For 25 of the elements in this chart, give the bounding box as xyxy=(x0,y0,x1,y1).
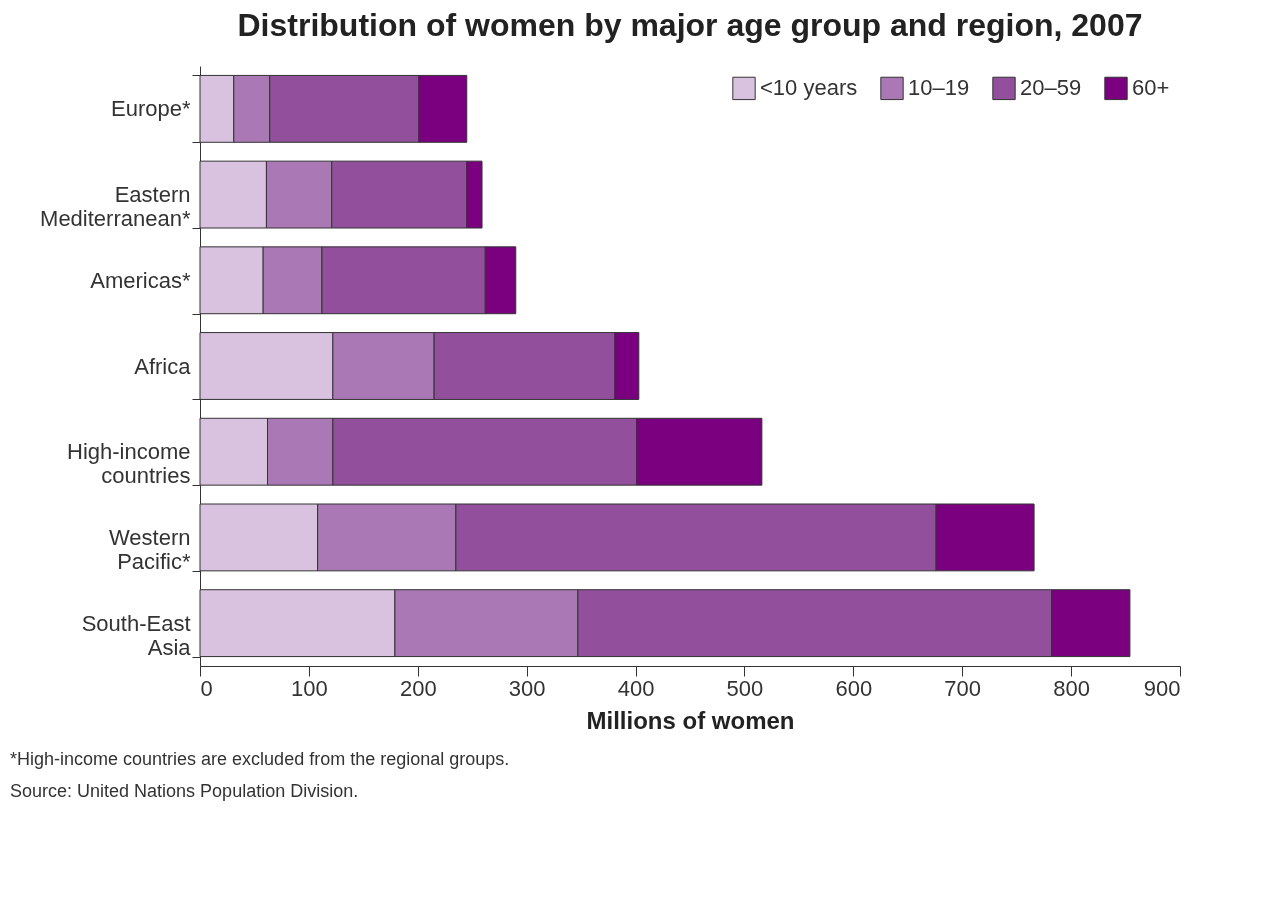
chart-title: Distribution of women by major age group and region, 2007 xyxy=(237,7,1143,43)
text: *High-income countries are excluded from the regional groups. xyxy=(10,749,510,769)
y-tick-label: Eastern Mediterranean* xyxy=(40,182,191,232)
x-tick-label: 100 xyxy=(291,675,328,701)
x-tick-label: 600 xyxy=(835,675,873,701)
source-note: Source: United Nations Population Division. xyxy=(10,781,359,801)
y-tick-label: South-East Asia xyxy=(81,610,192,660)
legend-label: 20–59 xyxy=(1020,75,1082,101)
x-tick-label: 400 xyxy=(617,675,655,701)
legend-label: 60+ xyxy=(1132,75,1170,101)
x-tick-label: 800 xyxy=(1053,675,1090,701)
x-axis-title: Millions of women xyxy=(586,706,795,734)
x-tick-label: 700 xyxy=(944,675,982,701)
legend-label: <10 years xyxy=(760,75,858,101)
legend-label: 10–19 xyxy=(908,75,970,101)
x-tick-label: 300 xyxy=(508,675,546,701)
x-tick-label: 500 xyxy=(726,675,764,701)
y-tick-label: Europe* xyxy=(110,96,191,122)
x-tick-label: 0 xyxy=(200,675,213,701)
y-tick-label: Western Pacific* xyxy=(108,524,191,574)
y-tick-label: Africa xyxy=(134,353,192,379)
y-tick-label: Americas* xyxy=(90,267,191,293)
y-tick-label: High-income countries xyxy=(67,439,191,489)
x-tick-label: 200 xyxy=(399,675,437,701)
x-tick-label: 900 xyxy=(1143,675,1181,701)
